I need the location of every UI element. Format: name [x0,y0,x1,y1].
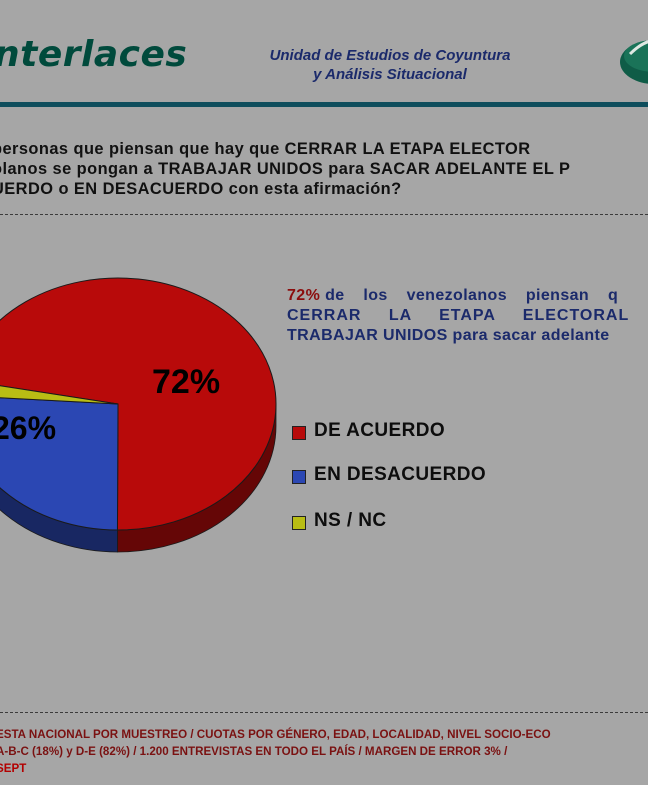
emblem-logo-icon [620,40,648,84]
unit-title: Unidad de Estudios de Coyuntura y Anális… [230,46,550,84]
unit-title-line-2: y Análisis Situacional [313,66,467,83]
unit-title-line-1: Unidad de Estudios de Coyuntura [269,47,511,64]
footer-line-1: ESTA NACIONAL POR MUESTREO / CUOTAS POR … [0,728,551,741]
legend-swatch-en-desacuerdo [292,470,306,484]
question-line-2: olanos se pongan a TRABAJAR UNIDOS para … [0,160,571,178]
pie-label-de-acuerdo: 72% [152,363,221,401]
question-line-3: UERDO o EN DESACUERDO con esta afirmació… [0,180,402,198]
pie-slice-de-acuerdo [0,277,277,531]
question-line-1: personas que piensan que hay que CERRAR … [0,140,531,158]
annotation-line-3: TRABAJAR UNIDOS para sacar adelante [287,327,610,344]
annotation-line-1-text: de los venezolanos piensan q [325,287,619,304]
chart-annotation: 72% de los venezolanos piensan q CERRAR … [287,286,648,346]
pie-slice-ns-nc [0,385,119,405]
interlaces-logo: nterlaces [0,34,188,75]
pie-slice-en-desacuerdo [0,397,119,531]
legend-label-en-desacuerdo: EN DESACUERDO [314,464,486,485]
footer-divider [0,712,648,713]
legend-label-de-acuerdo: DE ACUERDO [314,420,446,441]
methodology-footer: ESTA NACIONAL POR MUESTREO / CUOTAS POR … [0,726,648,777]
pie-label-en-desacuerdo: 26% [0,410,57,446]
footer-date: SEPT [0,762,27,775]
legend-swatch-ns-nc [292,516,306,530]
header-divider [0,102,648,107]
legend-label-ns-nc: NS / NC [314,510,387,531]
footer-line-2: A-B-C (18%) y D-E (82%) / 1.200 ENTREVIS… [0,743,648,777]
annotation-percent: 72% [287,287,321,304]
legend-swatch-de-acuerdo [292,426,306,440]
footer-line-2-text: A-B-C (18%) y D-E (82%) / 1.200 ENTREVIS… [0,745,508,758]
annotation-line-1: 72% de los venezolanos piensan q [287,286,648,306]
question-divider [0,214,648,215]
survey-question: personas que piensan que hay que CERRAR … [0,139,648,199]
annotation-line-2: CERRAR LA ETAPA ELECTORAL y [287,307,648,324]
pie-chart [0,277,277,553]
